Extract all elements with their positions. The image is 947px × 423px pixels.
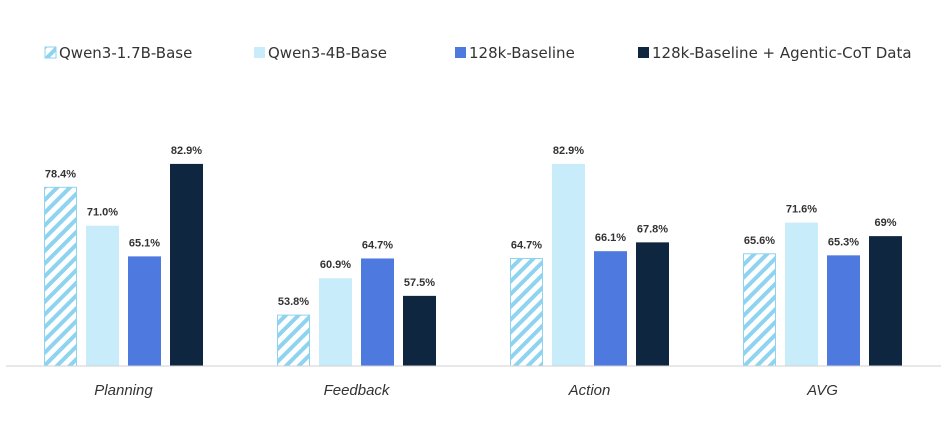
legend-swatch-128k-baseline-agentic-cot-data: [638, 47, 649, 58]
value-labels: 78.4% 71.0% 65.1% 82.9% 53.8% 60.9% 64.7% 57.5%…: [45, 145, 897, 308]
legend-swatch-128k-baseline: [455, 47, 466, 58]
value-label-qwen3-4b-base-planning: 71.0%: [87, 207, 118, 219]
value-label-128k-baseline-avg: 65.3%: [828, 236, 859, 248]
category-label-avg: AVG: [806, 382, 838, 399]
category-label-planning: Planning: [94, 382, 153, 399]
value-label-128k-baseline-feedback: 64.7%: [362, 239, 393, 251]
value-label-qwen3-1-7b-base-avg: 65.6%: [744, 235, 775, 247]
bar-128k-baseline-agentic-cot-data-avg: [869, 236, 902, 366]
legend-label-qwen3-1-7b-base: Qwen3-1.7B-Base: [59, 44, 192, 62]
bar-qwen3-4b-base-feedback: [319, 278, 352, 366]
bar-qwen3-4b-base-action: [552, 163, 585, 366]
category-labels: Planning Feedback Action AVG: [94, 382, 838, 399]
value-label-qwen3-1-7b-base-action: 64.7%: [511, 239, 542, 251]
value-label-128k-baseline-agentic-cot-data-avg: 69%: [874, 217, 896, 229]
value-label-qwen3-4b-base-feedback: 60.9%: [320, 259, 351, 271]
value-label-128k-baseline-action: 66.1%: [595, 232, 626, 244]
bar-128k-baseline-agentic-cot-data-action: [636, 242, 669, 366]
bar-qwen3-1-7b-base-planning: [44, 186, 77, 367]
bar-128k-baseline-action: [594, 251, 627, 366]
bar-qwen3-1-7b-base-action: [510, 257, 543, 367]
value-label-qwen3-4b-base-action: 82.9%: [553, 145, 584, 157]
bar-qwen3-4b-base-avg: [785, 222, 818, 366]
bar-qwen3-1-7b-base-feedback: [277, 314, 310, 367]
bar-128k-baseline-feedback: [361, 258, 394, 366]
legend-swatch-qwen3-4b-base: [254, 47, 265, 58]
legend: Qwen3-1.7B-Base Qwen3-4B-Base 128k-Baselin…: [44, 44, 912, 62]
bar-128k-baseline-agentic-cot-data-planning: [170, 163, 203, 366]
legend-label-qwen3-4b-base: Qwen3-4B-Base: [268, 44, 387, 62]
value-label-128k-baseline-agentic-cot-data-planning: 82.9%: [171, 145, 202, 157]
bar-marks: [44, 163, 902, 367]
value-label-qwen3-1-7b-base-feedback: 53.8%: [278, 296, 309, 308]
bar-qwen3-4b-base-planning: [86, 225, 119, 366]
value-label-128k-baseline-agentic-cot-data-feedback: 57.5%: [404, 277, 435, 289]
bar-128k-baseline-avg: [827, 255, 860, 366]
category-label-feedback: Feedback: [324, 382, 391, 399]
bar-128k-baseline-planning: [128, 256, 161, 366]
legend-swatch-qwen3-1-7b-base: [44, 46, 57, 59]
bar-128k-baseline-agentic-cot-data-feedback: [403, 295, 436, 366]
category-label-action: Action: [568, 382, 611, 399]
bar-qwen3-1-7b-base-avg: [743, 253, 776, 367]
legend-label-128k-baseline-agentic-cot-data: 128k-Baseline + Agentic-CoT Data: [652, 44, 912, 62]
value-label-qwen3-4b-base-avg: 71.6%: [786, 204, 817, 216]
legend-label-128k-baseline: 128k-Baseline: [469, 44, 575, 62]
value-label-qwen3-1-7b-base-planning: 78.4%: [45, 168, 76, 180]
value-label-128k-baseline-planning: 65.1%: [129, 237, 160, 249]
value-label-128k-baseline-agentic-cot-data-action: 67.8%: [637, 223, 668, 235]
